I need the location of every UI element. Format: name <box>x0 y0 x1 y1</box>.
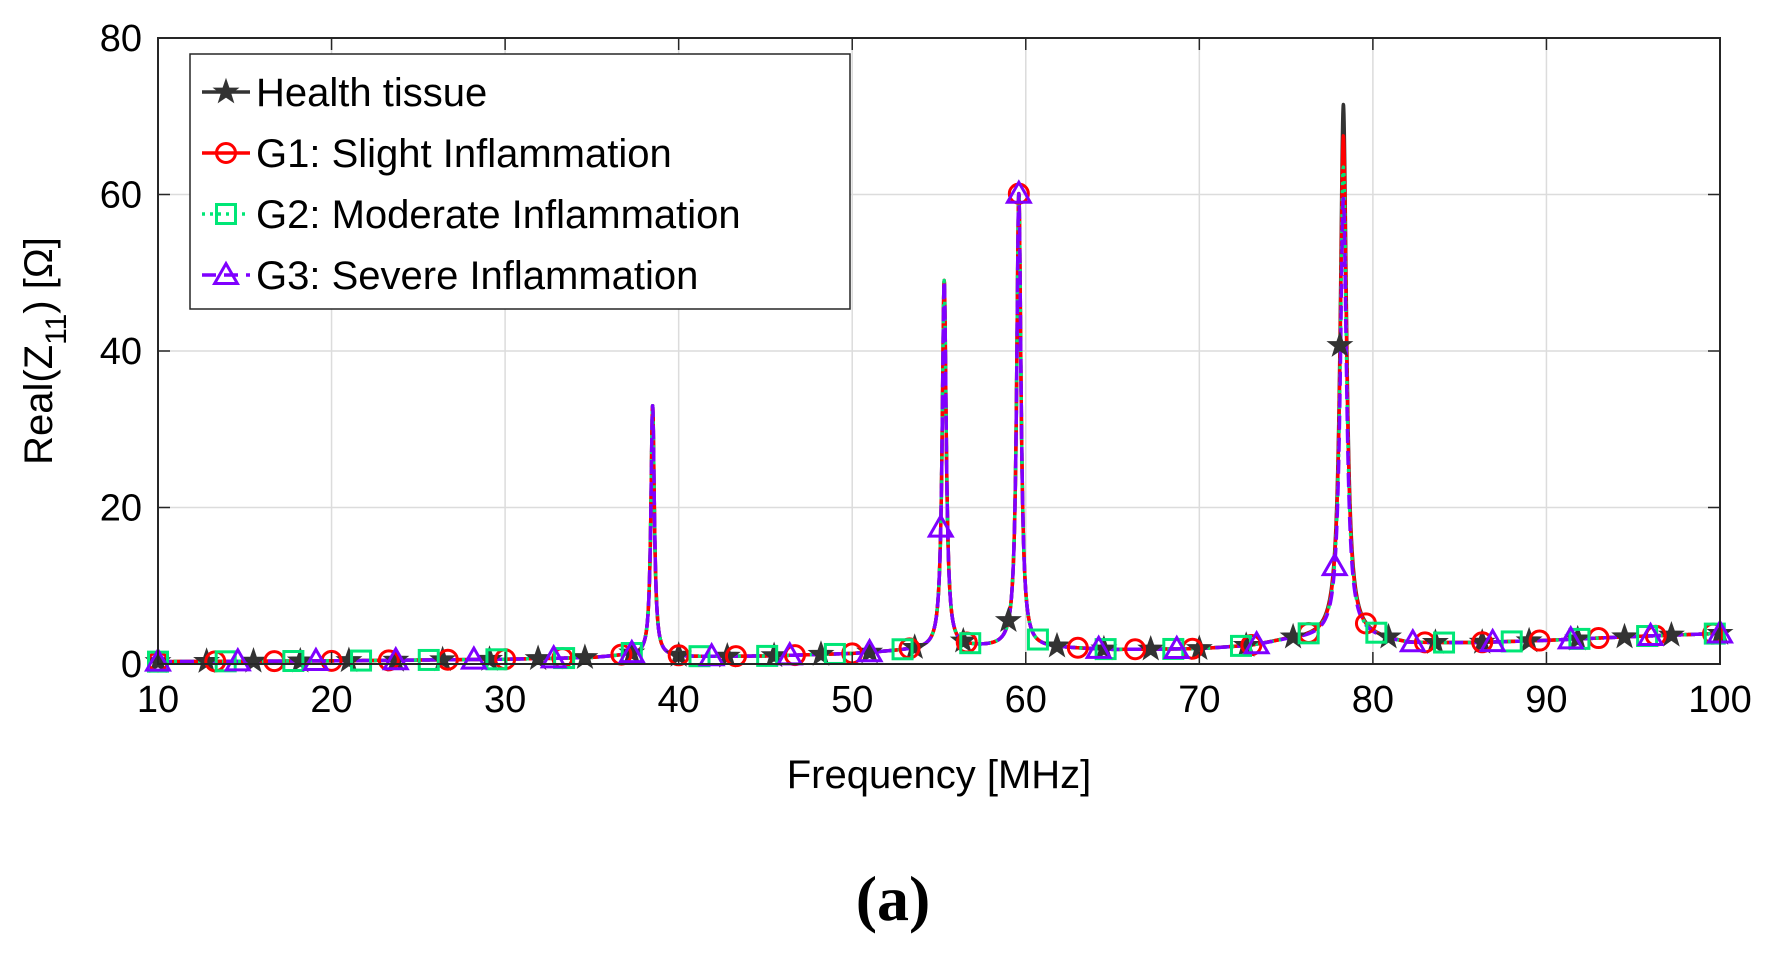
marker-triangle <box>301 646 330 671</box>
y-tick-label: 20 <box>100 488 142 530</box>
marker-triangle <box>1162 634 1191 659</box>
x-tick-label: 60 <box>1005 679 1047 721</box>
marker-triangle <box>381 645 410 671</box>
marker-triangle <box>1320 551 1349 577</box>
marker-star <box>949 626 977 653</box>
legend-label: G1: Slight Inflammation <box>256 132 672 176</box>
legend-item-1: Health tissue <box>202 71 487 115</box>
marker-square <box>485 648 508 671</box>
marker-star <box>1043 631 1071 658</box>
marker-triangle <box>1398 627 1427 653</box>
marker-star <box>1611 622 1638 649</box>
marker-triangle <box>1084 634 1113 659</box>
marker-circle <box>1528 629 1551 652</box>
marker-triangle <box>926 513 955 538</box>
legend-label: G3: Severe Inflammation <box>256 254 698 298</box>
marker-star <box>1375 622 1402 649</box>
marker-triangle <box>1556 624 1585 650</box>
y-axis-title: Real(Z11) [Ω] <box>17 237 73 465</box>
marker-star <box>286 646 314 673</box>
marker-star <box>1279 622 1307 649</box>
marker-star <box>1326 331 1354 357</box>
x-tick-label: 10 <box>137 679 179 721</box>
marker-square <box>417 648 440 671</box>
legend-label: G2: Moderate Inflammation <box>256 193 741 237</box>
legend: Health tissue G1: Slight Inflammation G2: … <box>189 53 851 310</box>
marker-triangle <box>855 637 884 663</box>
marker-square <box>756 644 779 667</box>
marker-square <box>1026 628 1049 651</box>
marker-triangle <box>617 638 646 664</box>
legend-item-4: G3: Severe Inflammation <box>202 254 698 298</box>
marker-square <box>1365 621 1388 644</box>
x-tick-label: 50 <box>831 679 873 721</box>
marker-star-legend <box>212 77 240 104</box>
marker-triangle <box>1242 629 1271 655</box>
marker-circle-legend <box>215 142 237 164</box>
marker-square <box>282 650 305 673</box>
marker-circle <box>724 645 747 668</box>
marker-triangle <box>539 643 568 669</box>
marker-star <box>240 646 267 673</box>
marker-square <box>1297 622 1320 645</box>
marker-circle <box>1066 636 1089 659</box>
x-tick-label: 70 <box>1178 679 1220 721</box>
marker-triangle <box>1004 179 1033 204</box>
y-tick-label: 40 <box>100 331 142 373</box>
x-tick-label: 90 <box>1525 679 1567 721</box>
marker-square <box>1500 630 1523 653</box>
x-tick-label: 20 <box>310 679 352 721</box>
y-axis-title-end: ) [Ω] <box>17 237 61 314</box>
marker-star <box>994 606 1022 633</box>
y-tick-label: 60 <box>100 175 142 217</box>
legend-item-2: G1: Slight Inflammation <box>202 132 672 176</box>
marker-star <box>760 641 788 668</box>
y-axis-title-subscript: 11 <box>40 314 73 345</box>
marker-star <box>807 640 835 666</box>
x-tick-label: 80 <box>1352 679 1394 721</box>
axis-ticks: 10 20 30 40 50 60 70 80 90 100 0 20 40 60 80 <box>100 18 1752 721</box>
x-tick-label: 30 <box>484 679 526 721</box>
marker-circle <box>1124 638 1147 661</box>
marker-square <box>891 638 914 661</box>
marker-square-legend <box>215 203 237 225</box>
legend-box <box>189 53 851 310</box>
y-tick-label: 80 <box>100 18 142 60</box>
x-tick-label: 100 <box>1688 679 1751 721</box>
marker-triangle <box>223 646 252 672</box>
y-tick-label: 0 <box>121 644 142 686</box>
legend-label: Health tissue <box>256 71 487 115</box>
marker-star <box>571 643 599 670</box>
marker-square <box>1433 631 1456 654</box>
series-line-4 <box>156 191 1722 664</box>
marker-star <box>901 633 929 659</box>
panel-label: (a) <box>856 863 931 934</box>
marker-square <box>959 632 982 655</box>
marker-square <box>350 649 373 672</box>
marker-triangle <box>1478 627 1507 653</box>
x-axis-title: Frequency [MHz] <box>787 753 1092 797</box>
legend-item-3: G2: Moderate Inflammation <box>202 193 741 237</box>
marker-triangle-legend <box>212 260 240 286</box>
marker-triangle <box>144 647 172 672</box>
marker-triangle <box>459 645 488 670</box>
x-tick-label: 40 <box>658 679 700 721</box>
marker-triangle <box>1636 621 1665 646</box>
y-axis-title-main: Real(Z <box>17 345 61 465</box>
